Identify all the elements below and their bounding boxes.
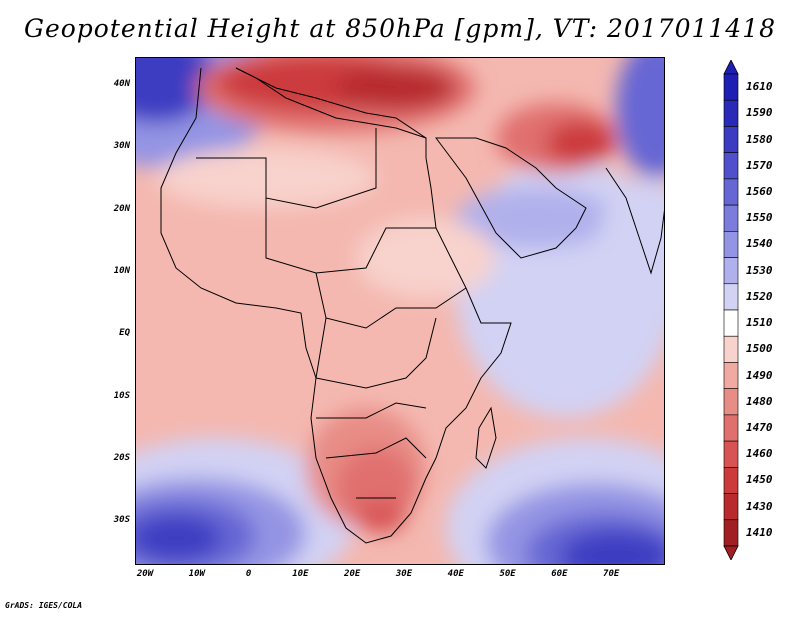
- lat-tick-label: 40N: [113, 79, 130, 89]
- legend-swatch: [723, 126, 739, 153]
- legend-value: 1460: [746, 447, 773, 461]
- map-title: Geopotential Height at 850hPa [gpm], VT:…: [23, 14, 777, 43]
- legend-colorbar: [723, 59, 739, 561]
- legend-value: 1430: [746, 499, 773, 513]
- legend-value: 1530: [746, 263, 773, 277]
- grads-credit: GrADS: IGES/COLA: [5, 601, 83, 610]
- lon-tick-label: 30E: [395, 569, 413, 579]
- lon-tick-label: 0: [245, 569, 252, 579]
- legend-value: 1560: [746, 185, 773, 198]
- legend-value: 1500: [746, 342, 773, 356]
- legend-bottom-arrow: [723, 545, 739, 561]
- map-panel: [135, 57, 665, 565]
- legend-swatch: [723, 73, 739, 101]
- lat-tick-label: 10N: [113, 265, 130, 276]
- legend-swatch: [723, 204, 739, 232]
- legend-swatch: [723, 335, 739, 363]
- legend-swatch: [723, 99, 739, 127]
- legend-value: 1510: [746, 316, 773, 330]
- lon-tick-label: 10W: [188, 569, 205, 579]
- legend-value: 1540: [746, 237, 773, 251]
- legend-value: 1410: [746, 525, 773, 539]
- legend-value: 1580: [746, 132, 773, 146]
- lon-tick-label: 60E: [551, 569, 568, 579]
- lat-tick-label: 30N: [113, 141, 130, 152]
- lat-tick-label: 10S: [113, 390, 130, 401]
- legend-swatch: [723, 257, 739, 285]
- legend-value: 1470: [746, 421, 773, 434]
- legend-swatch: [723, 283, 739, 311]
- lat-tick-label: 30S: [113, 515, 130, 526]
- lat-tick-label: 20S: [113, 452, 130, 463]
- legend-swatch: [723, 519, 739, 547]
- legend-swatch: [723, 493, 739, 521]
- legend-swatch: [723, 388, 739, 416]
- geopotential-height-field: [136, 58, 664, 564]
- legend-value: 1520: [746, 289, 773, 303]
- legend-value: 1490: [746, 368, 773, 382]
- color-legend: 1610 1590 1580 1570 1560 1550 1540 1530 1520 1510…: [720, 59, 800, 561]
- legend-value: 1480: [746, 394, 773, 408]
- lon-tick-label: 70E: [603, 569, 620, 579]
- legend-swatch: [723, 231, 739, 258]
- lon-tick-label: 10E: [292, 569, 309, 579]
- lat-tick-label: EQ: [119, 328, 130, 339]
- lat-tick-label: 20N: [113, 203, 130, 214]
- lon-tick-label: 40E: [447, 569, 464, 579]
- legend-swatch: [723, 362, 739, 389]
- legend-swatch: [723, 152, 739, 180]
- coastlines: [160, 67, 664, 544]
- legend-value: 1450: [746, 473, 773, 487]
- legend-swatch: [723, 414, 739, 442]
- legend-swatch: [723, 467, 739, 494]
- lon-tick-label: 20E: [344, 569, 361, 579]
- lon-tick-label: 50E: [499, 569, 516, 579]
- legend-value: 1550: [746, 211, 773, 225]
- legend-value: 1610: [746, 80, 773, 94]
- legend-swatch: [723, 309, 739, 337]
- lon-tick-label: 20W: [136, 569, 154, 579]
- legend-swatch: [723, 178, 739, 206]
- legend-value: 1570: [746, 158, 773, 172]
- legend-top-arrow: [723, 59, 739, 75]
- legend-value: 1590: [746, 106, 773, 120]
- legend-swatch: [723, 440, 739, 468]
- height-contours: [136, 58, 664, 564]
